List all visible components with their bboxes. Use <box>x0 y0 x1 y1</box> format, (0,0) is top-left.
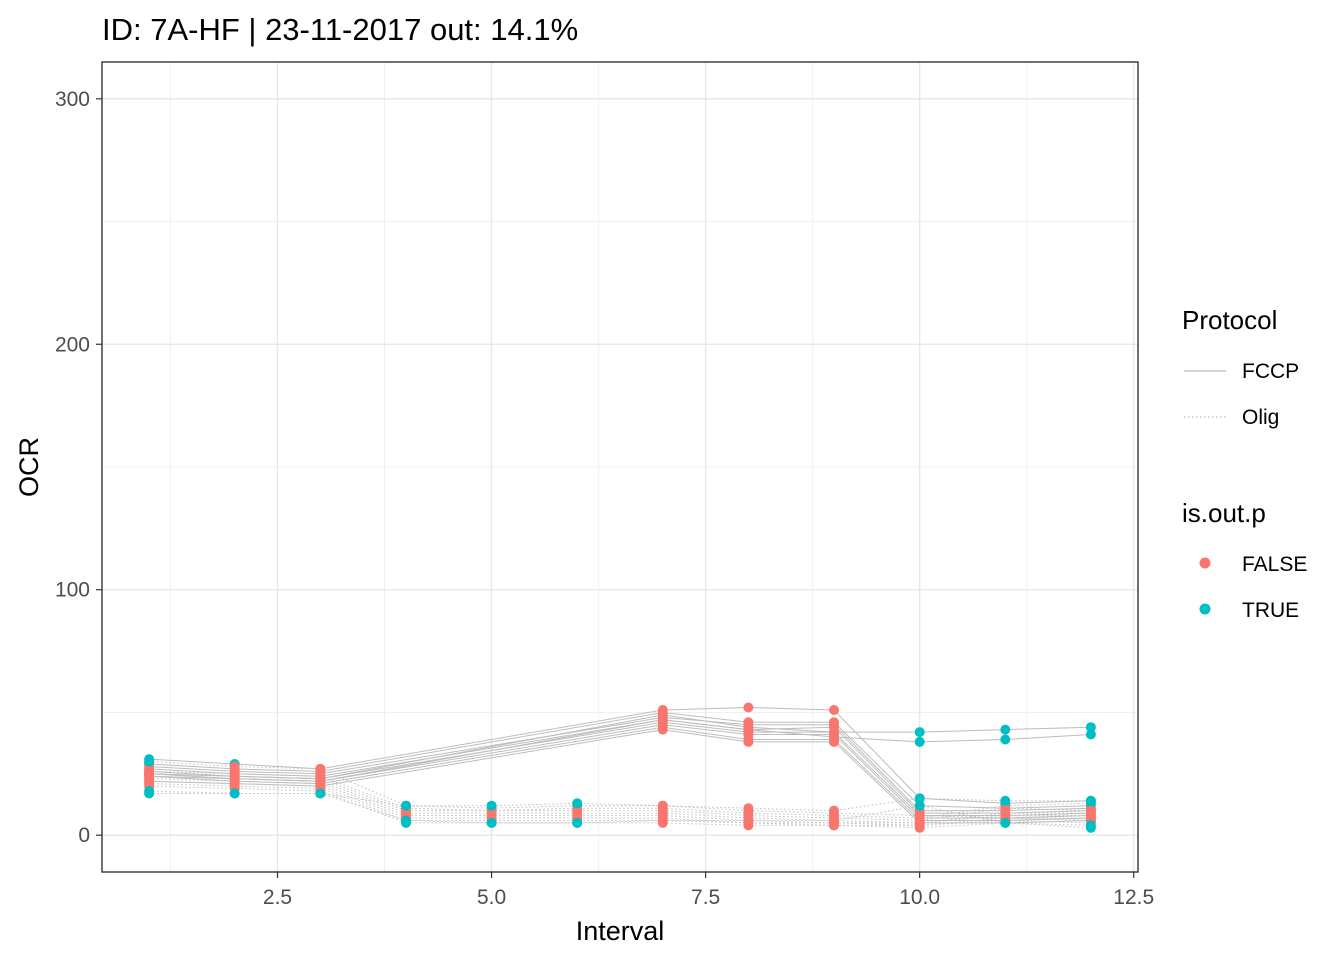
data-point-false <box>743 736 754 747</box>
legend-key-true-point <box>1199 603 1211 615</box>
legend-title-protocol: Protocol <box>1182 305 1277 335</box>
legend-title-is-out-p: is.out.p <box>1182 498 1266 528</box>
series-line-olig <box>149 785 1091 829</box>
x-tick-label: 12.5 <box>1113 886 1154 909</box>
x-tick-label: 5.0 <box>477 886 506 909</box>
series-line-olig <box>149 793 1091 829</box>
data-point-true <box>486 817 497 828</box>
data-point-true <box>572 798 583 809</box>
major-gridlines <box>102 62 1138 872</box>
data-point-true <box>401 815 411 826</box>
data-point-false <box>657 724 668 735</box>
data-point-false <box>829 815 839 826</box>
y-tick-label: 0 <box>78 824 90 847</box>
series-line-olig <box>149 773 1091 822</box>
data-point-true <box>1085 722 1096 733</box>
minor-gridlines <box>102 62 1138 872</box>
legend-key-false-point <box>1199 557 1211 569</box>
legend-protocol: Protocol FCCP Olig <box>1182 305 1299 429</box>
data-point-true <box>229 788 240 799</box>
data-point-true <box>144 756 155 767</box>
legend-label-olig: Olig <box>1242 406 1279 429</box>
data-point-false <box>743 724 754 735</box>
series-points <box>144 702 1096 833</box>
data-point-false <box>743 702 754 713</box>
x-tick-label: 10.0 <box>899 886 940 909</box>
data-point-true <box>1000 817 1011 828</box>
data-point-false <box>829 732 839 742</box>
data-point-true <box>486 800 497 811</box>
data-point-true <box>914 736 925 747</box>
data-point-false <box>829 805 839 816</box>
data-point-false <box>657 800 668 811</box>
data-point-false <box>914 822 925 833</box>
data-point-true <box>914 800 925 811</box>
series-line-olig <box>149 783 1091 826</box>
data-point-true <box>914 793 925 804</box>
legend-label-false: FALSE <box>1242 553 1307 576</box>
axis-ticks <box>96 98 1135 878</box>
legend-is-out-p: is.out.p FALSE TRUE <box>1182 498 1307 622</box>
x-tick-label: 2.5 <box>263 886 292 909</box>
series-line-olig <box>149 761 1091 821</box>
data-point-true <box>1000 734 1011 745</box>
data-point-false <box>743 803 754 814</box>
data-point-true <box>1085 822 1096 833</box>
data-point-false <box>657 714 668 725</box>
data-point-true <box>1000 795 1011 806</box>
data-point-false <box>657 815 668 826</box>
y-tick-labels: 0 100 200 300 <box>55 88 90 847</box>
data-point-false <box>315 763 326 774</box>
plot-panel-border <box>101 61 1139 873</box>
y-axis-title: OCR <box>14 437 44 497</box>
y-tick-label: 200 <box>55 333 90 356</box>
x-tick-labels: 2.5 5.0 7.5 10.0 12.5 <box>263 886 1154 909</box>
series-line-olig <box>149 775 1091 824</box>
data-point-true <box>1000 724 1011 735</box>
series-line-olig <box>149 770 1091 819</box>
series-line-olig <box>149 780 1091 826</box>
y-tick-label: 300 <box>55 88 90 111</box>
legend-label-true: TRUE <box>1242 599 1299 622</box>
data-point-true <box>315 788 326 799</box>
series-line-olig <box>149 778 1091 824</box>
data-point-true <box>1085 729 1096 740</box>
data-point-false <box>229 761 240 772</box>
data-point-false <box>743 815 754 826</box>
chart-title: ID: 7A-HF | 23-11-2017 out: 14.1% <box>102 12 578 47</box>
data-point-false <box>829 705 839 715</box>
x-tick-label: 7.5 <box>691 886 720 909</box>
data-point-true <box>401 800 411 811</box>
y-tick-label: 100 <box>55 579 90 602</box>
x-axis-title: Interval <box>576 916 665 946</box>
data-point-true <box>1085 795 1096 806</box>
data-point-true <box>144 788 155 799</box>
data-point-true <box>572 817 583 828</box>
legend-label-fccp: FCCP <box>1242 360 1299 383</box>
data-point-true <box>914 727 925 738</box>
